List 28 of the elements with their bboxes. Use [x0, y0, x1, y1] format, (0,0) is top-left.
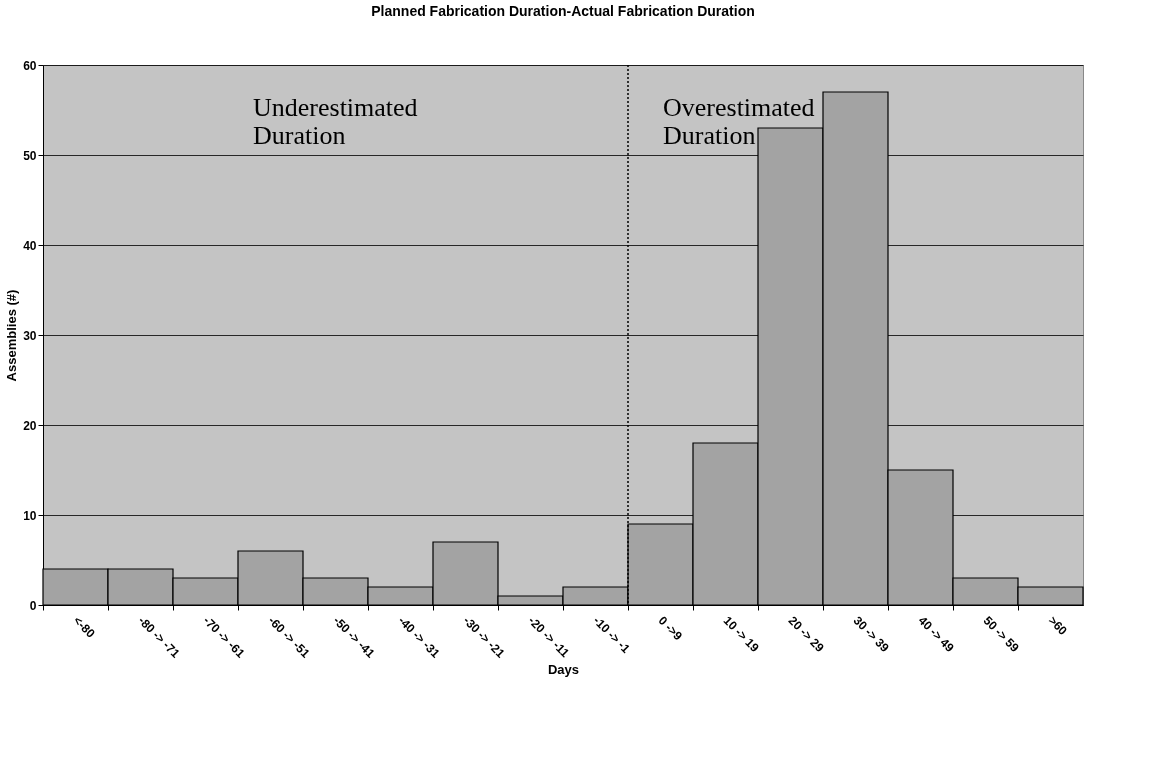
- x-tick-label: 0 ->9: [655, 613, 686, 644]
- chart-title: Planned Fabrication Duration-Actual Fabrication Duration: [371, 3, 755, 19]
- annotation: Underestimated Duration: [253, 93, 418, 150]
- x-tick-label: 10 -> 19: [720, 613, 763, 656]
- x-tick-label: 30 -> 39: [850, 613, 893, 656]
- annotation: Overestimated Duration: [663, 93, 815, 150]
- x-tick-label: -40 -> -31: [395, 613, 443, 661]
- x-tick-label: 40 -> 49: [915, 613, 958, 656]
- y-tick-label: 50: [23, 148, 37, 163]
- x-tick-label: -50 -> -41: [330, 613, 378, 661]
- y-tick-label: 0: [29, 598, 37, 613]
- x-tick-label: -10 -> -1: [590, 613, 633, 656]
- x-tick-label: <-80: [70, 613, 98, 641]
- x-tick-label: -70 -> -61: [200, 613, 248, 661]
- x-tick-label: -20 -> -11: [525, 613, 573, 661]
- x-tick-label: 20 -> 29: [785, 613, 828, 656]
- x-tick-label: -30 -> -21: [460, 613, 508, 661]
- y-tick-label: 20: [23, 418, 37, 433]
- y-axis-title: Assemblies (#): [4, 289, 20, 382]
- x-tick-label: -80 -> -71: [135, 613, 183, 661]
- x-tick-label: -60 -> -51: [265, 613, 313, 661]
- y-tick-label: 30: [23, 328, 37, 343]
- x-tick-label: 50 -> 59: [980, 613, 1023, 656]
- y-tick-label: 10: [23, 508, 37, 523]
- x-axis-title: Days: [547, 661, 580, 677]
- x-tick-label: >60: [1045, 613, 1071, 639]
- y-tick-label: 60: [23, 58, 37, 73]
- y-tick-label: 40: [23, 238, 37, 253]
